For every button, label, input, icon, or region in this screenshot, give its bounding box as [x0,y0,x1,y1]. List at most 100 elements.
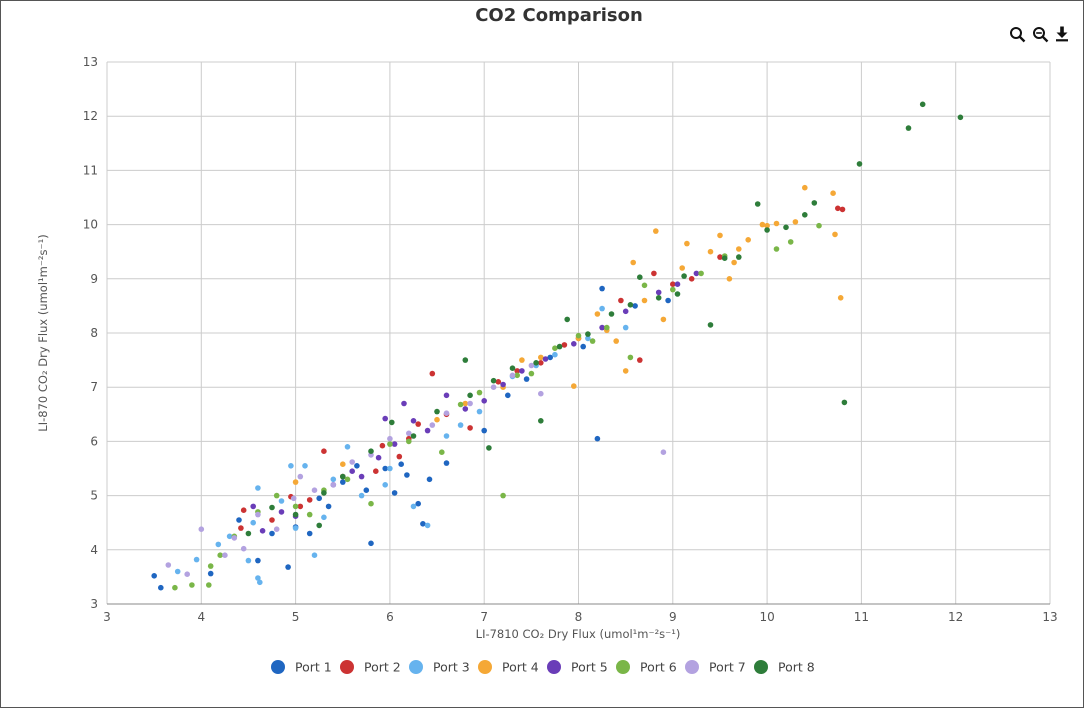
data-point[interactable] [523,376,530,382]
data-point[interactable] [330,482,337,488]
data-point[interactable] [542,356,549,362]
data-point[interactable] [594,435,601,442]
legend-item-port-1[interactable]: Port 1 [271,660,332,675]
data-point[interactable] [429,370,436,377]
data-point[interactable] [792,219,799,225]
data-point[interactable] [344,476,351,483]
data-point[interactable] [206,582,212,588]
data-point[interactable] [837,295,844,301]
data-point[interactable] [571,341,577,347]
data-point[interactable] [316,522,323,529]
data-point[interactable] [552,351,558,358]
data-point[interactable] [759,221,766,228]
data-point[interactable] [306,511,313,518]
data-point[interactable] [637,274,643,281]
data-point[interactable] [688,276,695,282]
data-point[interactable] [398,461,405,468]
data-point[interactable] [660,449,667,456]
data-point[interactable] [174,568,181,575]
data-point[interactable] [245,530,252,537]
data-point[interactable] [698,270,704,277]
data-point[interactable] [674,291,681,297]
data-point[interactable] [670,286,676,293]
data-point[interactable] [533,360,539,366]
data-point[interactable] [217,552,223,558]
data-point[interactable] [538,418,544,424]
data-point[interactable] [340,473,346,480]
data-point[interactable] [297,473,304,480]
data-point[interactable] [382,415,389,422]
data-point[interactable] [302,463,308,469]
data-point[interactable] [552,345,558,352]
data-point[interactable] [811,200,818,206]
data-point[interactable] [215,541,222,548]
data-point[interactable] [509,372,516,379]
data-point[interactable] [693,270,700,277]
data-point[interactable] [443,433,450,439]
data-point[interactable] [255,557,261,564]
data-point[interactable] [330,476,337,483]
data-point[interactable] [538,354,544,361]
data-point[interactable] [373,468,379,475]
data-point[interactable] [575,332,582,339]
data-point[interactable] [665,297,671,304]
data-point[interactable] [387,435,393,442]
data-point[interactable] [641,282,648,289]
data-point[interactable] [773,220,780,227]
data-point[interactable] [420,521,426,527]
data-point[interactable] [434,416,440,423]
data-point[interactable] [679,265,685,271]
data-point[interactable] [839,206,846,213]
data-point[interactable] [580,343,586,350]
data-point[interactable] [297,503,304,510]
data-point[interactable] [193,556,200,563]
data-point[interactable] [717,232,723,239]
data-point[interactable] [651,270,657,277]
data-point[interactable] [292,479,299,485]
data-point[interactable] [490,377,497,384]
data-point[interactable] [278,509,285,515]
data-point[interactable] [406,438,412,445]
data-point[interactable] [684,240,690,247]
data-point[interactable] [832,231,838,238]
data-point[interactable] [486,445,492,451]
data-point[interactable] [561,342,568,348]
data-point[interactable] [653,228,659,234]
data-point[interactable] [500,381,506,388]
data-point[interactable] [358,492,365,499]
data-point[interactable] [259,528,266,534]
data-point[interactable] [306,497,313,503]
data-point[interactable] [387,441,393,447]
zoom-out-icon[interactable] [1030,24,1050,44]
data-point[interactable] [321,448,327,455]
data-point[interactable] [519,368,525,374]
data-point[interactable] [467,392,473,399]
data-point[interactable] [745,237,751,243]
data-point[interactable] [354,463,360,469]
data-point[interactable] [585,331,591,337]
data-point[interactable] [443,392,450,399]
data-point[interactable] [726,276,733,282]
data-point[interactable] [401,400,407,407]
data-point[interactable] [311,487,318,494]
data-point[interactable] [292,511,299,518]
data-point[interactable] [481,427,488,434]
data-point[interactable] [599,305,605,312]
data-point[interactable] [802,184,808,191]
data-point[interactable] [292,525,299,531]
data-point[interactable] [830,190,836,196]
data-point[interactable] [462,406,469,412]
data-point[interactable] [415,421,422,427]
data-point[interactable] [528,362,535,369]
data-point[interactable] [434,408,440,415]
data-point[interactable] [429,422,436,428]
data-point[interactable] [655,295,662,301]
data-point[interactable] [599,285,605,292]
data-point[interactable] [674,281,681,288]
data-point[interactable] [198,526,205,532]
data-point[interactable] [207,570,214,577]
data-point[interactable] [514,372,520,379]
data-point[interactable] [462,357,469,363]
data-point[interactable] [358,473,365,480]
data-point[interactable] [835,205,841,212]
